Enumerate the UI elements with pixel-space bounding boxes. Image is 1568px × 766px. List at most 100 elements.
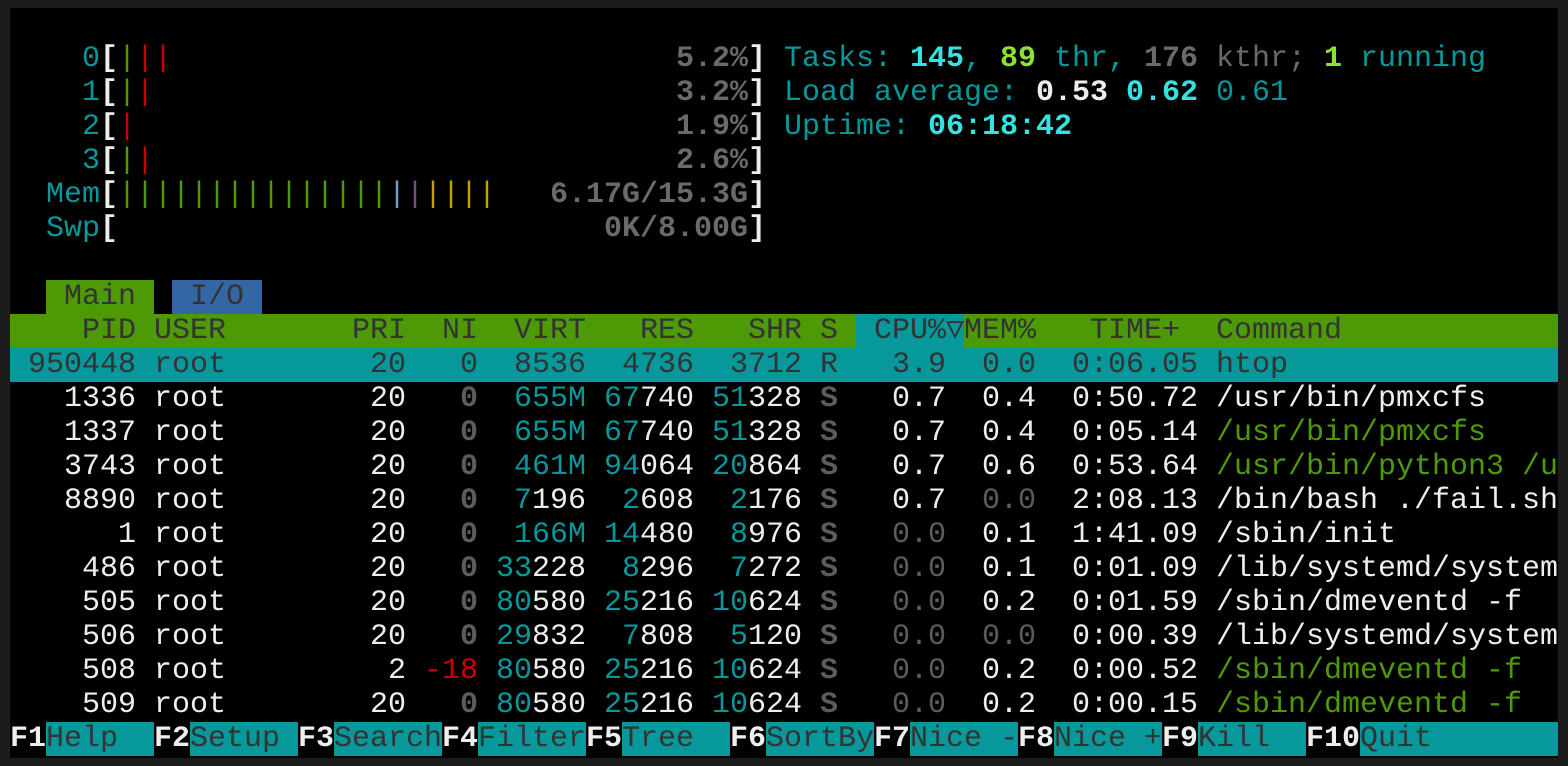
mem-meter-value: 6.17G/15.3G bbox=[550, 178, 749, 212]
column-header-user[interactable]: USER bbox=[154, 314, 227, 348]
footer-button-filter[interactable] bbox=[478, 722, 586, 756]
process-shr: 2176 bbox=[730, 484, 802, 518]
footer-label[interactable]: Kill bbox=[1198, 722, 1271, 756]
process-priority: 20 bbox=[370, 620, 407, 654]
process-virt-high-digits: 166M bbox=[514, 518, 587, 552]
footer-label[interactable]: Nice + bbox=[1054, 722, 1163, 756]
htop-terminal[interactable]: 0[| | | 5.2%] 1[| | 3.2%] 2[| 1.9%] 3[| | 2.6%] Mem[… bbox=[10, 8, 1558, 758]
footer-key-f2[interactable]: F2 bbox=[154, 722, 191, 756]
process-virt-low-digits: 228 bbox=[532, 552, 587, 586]
footer-button-quit[interactable] bbox=[1360, 722, 1558, 756]
cpu-meter-3-open-bracket: [ bbox=[100, 144, 119, 178]
footer-key-f9[interactable]: F9 bbox=[1162, 722, 1199, 756]
column-header-command[interactable]: Command bbox=[1216, 314, 1343, 348]
footer-key-f3[interactable]: F3 bbox=[298, 722, 335, 756]
process-res: 67740 bbox=[604, 382, 694, 416]
process-virt-high-digits: 80 bbox=[496, 688, 533, 722]
process-mem: 0.1 bbox=[982, 552, 1037, 586]
process-row-selected[interactable] bbox=[10, 348, 1558, 382]
process-pid: 506 bbox=[82, 620, 137, 654]
process-res-high-digits: 25 bbox=[604, 586, 641, 620]
mem-meter-bar-yellow: | bbox=[442, 178, 461, 212]
process-user: root bbox=[154, 586, 227, 620]
footer-label[interactable]: Filter bbox=[478, 722, 587, 756]
column-header-res[interactable]: RES bbox=[640, 314, 695, 348]
mem-meter-bar-magenta: | bbox=[406, 178, 425, 212]
tab-io-label[interactable]: I/O bbox=[190, 280, 245, 314]
tasks-text: 145 bbox=[910, 42, 965, 76]
process-time: 0:05.14 bbox=[1072, 416, 1199, 450]
process-mem: 0.4 bbox=[982, 382, 1037, 416]
column-header-cpu[interactable]: CPU% bbox=[874, 314, 947, 348]
process-mem: 0.0 bbox=[982, 620, 1037, 654]
column-header-pri[interactable]: PRI bbox=[352, 314, 407, 348]
process-pid: 1337 bbox=[64, 416, 137, 450]
process-priority: 20 bbox=[370, 688, 407, 722]
footer-label[interactable]: Help bbox=[46, 722, 119, 756]
process-shr: 51328 bbox=[712, 416, 802, 450]
footer-key-f6[interactable]: F6 bbox=[730, 722, 767, 756]
process-shr-low-digits: 864 bbox=[748, 450, 803, 484]
tasks-text: thr, bbox=[1036, 42, 1145, 76]
process-res-low-digits: 296 bbox=[640, 552, 695, 586]
tasks-text: 176 bbox=[1144, 42, 1199, 76]
footer-key-f7[interactable]: F7 bbox=[874, 722, 911, 756]
footer-label[interactable]: Quit bbox=[1360, 722, 1433, 756]
footer-button-nice[interactable] bbox=[1054, 722, 1162, 756]
process-virt-low-digits: 580 bbox=[532, 586, 587, 620]
process-virt: 655M bbox=[514, 416, 586, 450]
footer-key-f4[interactable]: F4 bbox=[442, 722, 479, 756]
process-virt: 461M bbox=[514, 450, 586, 484]
footer-button-nice[interactable] bbox=[910, 722, 1018, 756]
tab-main[interactable] bbox=[46, 280, 154, 314]
footer-key-f10[interactable]: F10 bbox=[1306, 722, 1361, 756]
column-header-pid[interactable]: PID bbox=[82, 314, 137, 348]
process-state: S bbox=[820, 620, 839, 654]
footer-key-f1[interactable]: F1 bbox=[10, 722, 47, 756]
process-state: S bbox=[820, 416, 839, 450]
tab-io[interactable] bbox=[172, 280, 262, 314]
cpu-meter-3-value: 2.6% bbox=[676, 144, 749, 178]
process-command: htop bbox=[1216, 348, 1289, 382]
footer-label[interactable]: Search bbox=[334, 722, 443, 756]
footer-label[interactable]: Nice - bbox=[910, 722, 1019, 756]
footer-button-sortby[interactable] bbox=[766, 722, 874, 756]
process-cpu: 0.7 bbox=[892, 382, 947, 416]
process-priority: 2 bbox=[388, 654, 407, 688]
footer-key-f8[interactable]: F8 bbox=[1018, 722, 1055, 756]
swap-meter-open-bracket: [ bbox=[100, 212, 119, 246]
mem-meter-bar-green: | bbox=[118, 178, 137, 212]
tab-main-label[interactable]: Main bbox=[64, 280, 137, 314]
process-command: /sbin/init bbox=[1216, 518, 1397, 552]
footer-label[interactable]: Setup bbox=[190, 722, 281, 756]
tasks-text: 89 bbox=[1000, 42, 1037, 76]
process-res: 8296 bbox=[622, 552, 694, 586]
footer-button-help[interactable] bbox=[46, 722, 154, 756]
footer-label[interactable]: Tree bbox=[622, 722, 695, 756]
column-header-shr[interactable]: SHR bbox=[748, 314, 803, 348]
process-command: /sbin/dmeventd -f bbox=[1216, 688, 1523, 722]
process-user: root bbox=[154, 688, 227, 722]
process-user: root bbox=[154, 620, 227, 654]
column-header-virt[interactable]: VIRT bbox=[514, 314, 587, 348]
swap-meter-value: 0K/8.00G bbox=[604, 212, 749, 246]
footer-button-setup[interactable] bbox=[190, 722, 298, 756]
process-virt: 80580 bbox=[496, 654, 586, 688]
process-res-low-digits: 064 bbox=[640, 450, 695, 484]
swap-meter-close-bracket: ] bbox=[748, 212, 767, 246]
process-time: 0:53.64 bbox=[1072, 450, 1199, 484]
process-priority: 20 bbox=[370, 518, 407, 552]
column-header-state[interactable]: S bbox=[820, 314, 839, 348]
column-header-mem[interactable]: MEM% bbox=[964, 314, 1037, 348]
footer-button-tree[interactable] bbox=[622, 722, 730, 756]
mem-meter-bar-green: | bbox=[244, 178, 263, 212]
process-user: root bbox=[154, 416, 227, 450]
process-time: 0:00.52 bbox=[1072, 654, 1199, 688]
footer-button-search[interactable] bbox=[334, 722, 442, 756]
footer-label[interactable]: SortBy bbox=[766, 722, 875, 756]
column-header-time[interactable]: TIME+ bbox=[1090, 314, 1181, 348]
footer-button-kill[interactable] bbox=[1198, 722, 1306, 756]
process-virt: 166M bbox=[514, 518, 586, 552]
footer-key-f5[interactable]: F5 bbox=[586, 722, 623, 756]
column-header-ni[interactable]: NI bbox=[442, 314, 479, 348]
